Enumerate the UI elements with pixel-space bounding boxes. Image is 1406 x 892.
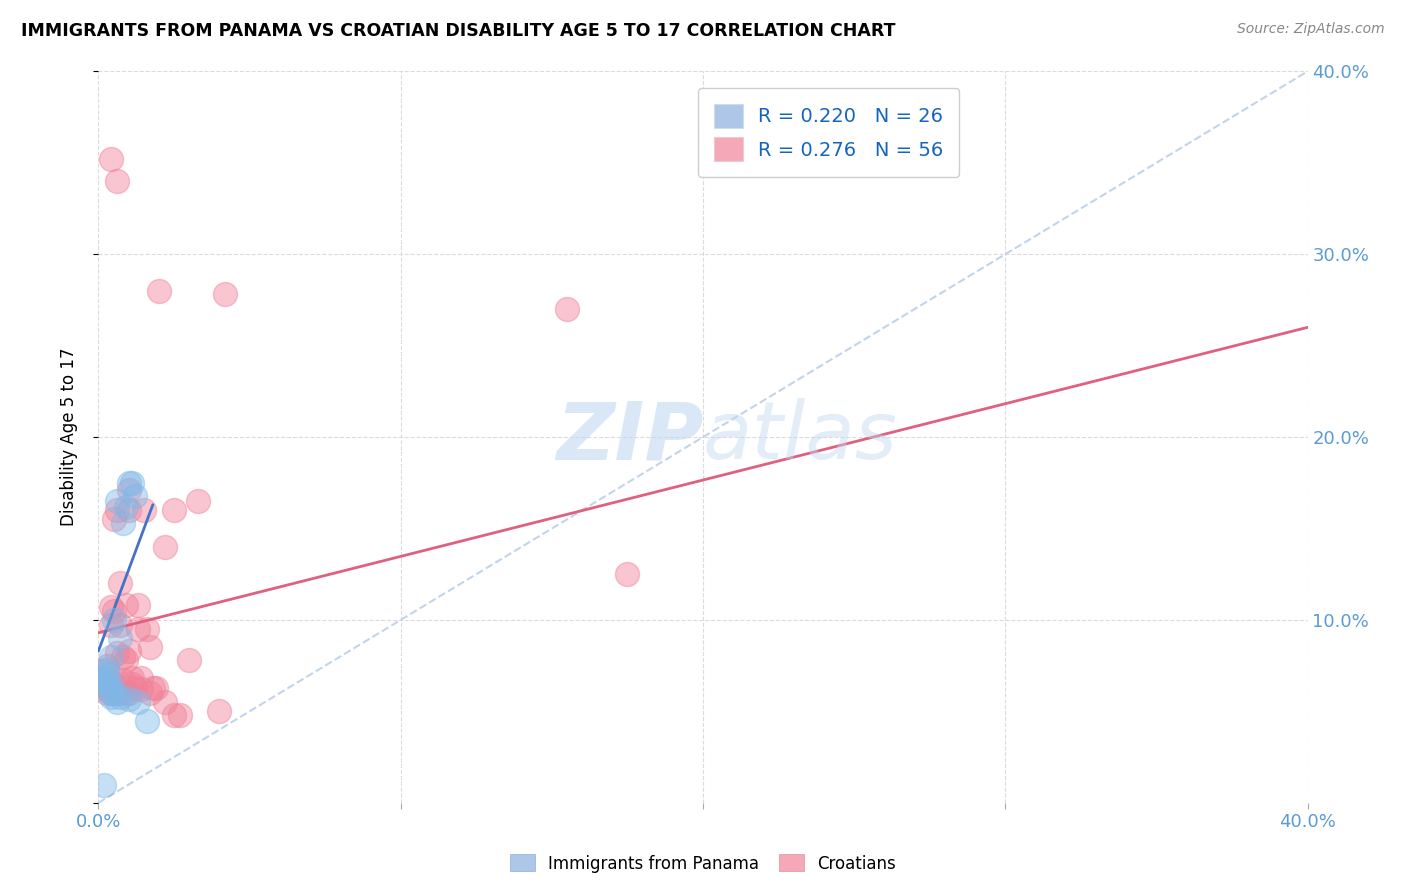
Point — [169, 708, 191, 723]
Point — [103, 686, 125, 700]
Text: IMMIGRANTS FROM PANAMA VS CROATIAN DISABILITY AGE 5 TO 17 CORRELATION CHART: IMMIGRANTS FROM PANAMA VS CROATIAN DISAB… — [21, 22, 896, 40]
Point — [555, 301, 578, 317]
Point — [93, 672, 115, 686]
Point — [118, 686, 141, 700]
Point — [90, 672, 112, 686]
Point — [105, 174, 128, 188]
Point — [135, 622, 157, 636]
Point — [105, 503, 128, 517]
Point — [114, 500, 136, 514]
Point — [163, 708, 186, 723]
Point — [96, 658, 118, 673]
Point — [100, 152, 122, 166]
Point — [114, 653, 136, 667]
Point — [103, 677, 125, 691]
Point — [111, 516, 134, 530]
Point — [93, 677, 115, 691]
Point — [90, 664, 112, 678]
Point — [129, 682, 152, 697]
Point — [100, 686, 122, 700]
Point — [127, 622, 149, 636]
Point — [96, 672, 118, 686]
Point — [108, 576, 131, 591]
Point — [103, 604, 125, 618]
Point — [96, 667, 118, 681]
Point — [90, 677, 112, 691]
Point — [129, 672, 152, 686]
Point — [121, 672, 143, 686]
Point — [100, 686, 122, 700]
Point — [105, 695, 128, 709]
Point — [96, 662, 118, 676]
Point — [121, 677, 143, 691]
Point — [100, 690, 122, 704]
Point — [187, 494, 209, 508]
Point — [105, 494, 128, 508]
Point — [121, 475, 143, 490]
Point — [139, 686, 162, 700]
Point — [145, 681, 167, 695]
Point — [105, 646, 128, 660]
Point — [118, 503, 141, 517]
Point — [214, 287, 236, 301]
Point — [93, 664, 115, 678]
Point — [108, 677, 131, 691]
Point — [103, 613, 125, 627]
Point — [124, 681, 146, 695]
Point — [108, 632, 131, 646]
Y-axis label: Disability Age 5 to 17: Disability Age 5 to 17 — [59, 348, 77, 526]
Point — [100, 649, 122, 664]
Point — [148, 284, 170, 298]
Point — [93, 778, 115, 792]
Point — [114, 686, 136, 700]
Point — [96, 677, 118, 691]
Point — [118, 691, 141, 706]
Point — [142, 681, 165, 695]
Point — [114, 599, 136, 613]
Point — [616, 567, 638, 582]
Legend: R = 0.220   N = 26, R = 0.276   N = 56: R = 0.220 N = 26, R = 0.276 N = 56 — [699, 88, 959, 177]
Point — [135, 714, 157, 728]
Point — [108, 690, 131, 704]
Point — [124, 489, 146, 503]
Point — [103, 512, 125, 526]
Text: ZIP: ZIP — [555, 398, 703, 476]
Point — [153, 695, 176, 709]
Point — [100, 600, 122, 615]
Point — [111, 673, 134, 688]
Point — [163, 503, 186, 517]
Point — [132, 503, 155, 517]
Point — [118, 475, 141, 490]
Point — [179, 653, 201, 667]
Point — [118, 644, 141, 658]
Point — [127, 599, 149, 613]
Point — [100, 618, 122, 632]
Point — [208, 705, 231, 719]
Point — [118, 483, 141, 497]
Point — [108, 686, 131, 700]
Point — [127, 695, 149, 709]
Point — [105, 686, 128, 700]
Legend: Immigrants from Panama, Croatians: Immigrants from Panama, Croatians — [503, 847, 903, 880]
Point — [93, 681, 115, 695]
Point — [96, 686, 118, 700]
Point — [108, 618, 131, 632]
Point — [100, 677, 122, 691]
Point — [111, 649, 134, 664]
Point — [139, 640, 162, 655]
Text: Source: ZipAtlas.com: Source: ZipAtlas.com — [1237, 22, 1385, 37]
Point — [153, 540, 176, 554]
Text: atlas: atlas — [703, 398, 898, 476]
Point — [90, 672, 112, 686]
